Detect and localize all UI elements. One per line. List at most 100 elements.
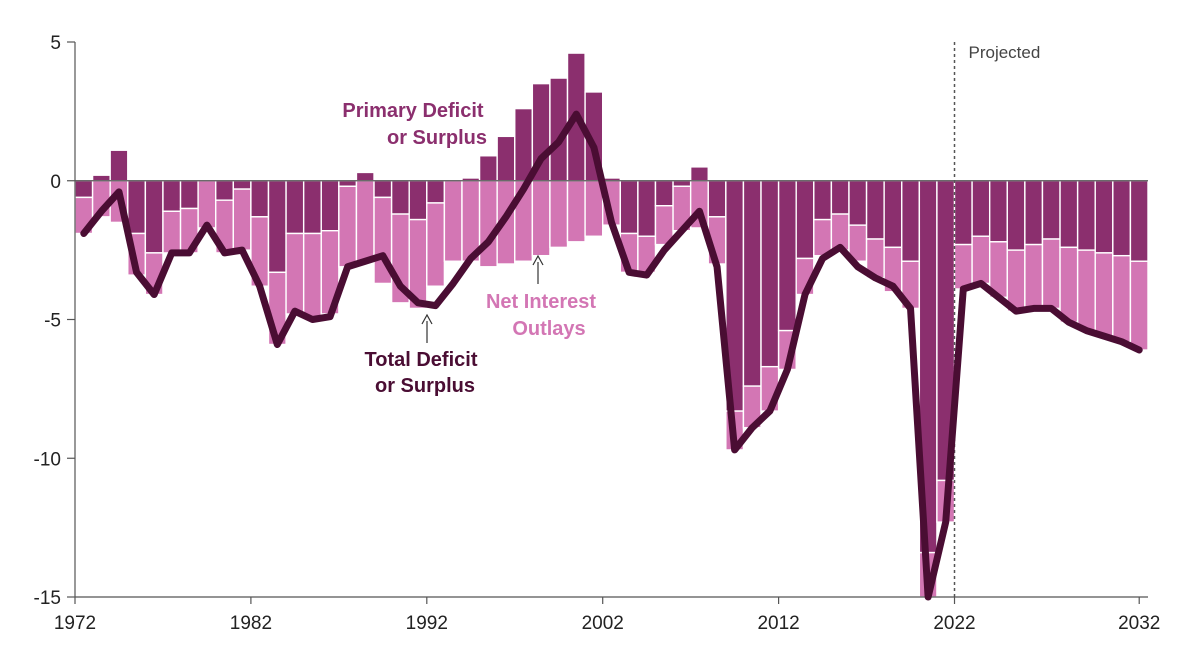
- bar-interest: [1041, 238, 1061, 310]
- x-tick-label: 2002: [582, 613, 624, 634]
- bar-interest: [1094, 252, 1114, 337]
- bar-interest: [285, 232, 305, 315]
- bar-primary: [514, 107, 534, 182]
- bar-primary: [953, 180, 973, 246]
- bar-interest: [162, 210, 182, 254]
- bar-primary: [373, 180, 393, 199]
- bar-primary: [813, 180, 833, 221]
- bar-primary: [91, 174, 111, 182]
- bar-interest: [355, 180, 375, 262]
- bar-primary: [179, 180, 199, 210]
- bar-interest: [197, 180, 217, 229]
- bar-primary: [285, 180, 305, 235]
- bar-primary: [1094, 180, 1114, 254]
- bar-primary: [267, 180, 287, 274]
- annotation-total: Total Deficit or Surplus: [365, 313, 478, 397]
- annotation-primary-line1: Primary Deficit: [342, 100, 484, 122]
- y-tick-label: 5: [50, 33, 61, 54]
- y-ticks: 5 0 -5 -10 -15: [34, 33, 75, 609]
- bar-primary: [1059, 180, 1079, 249]
- bar-primary: [302, 180, 322, 235]
- bar-primary: [707, 180, 727, 218]
- bar-primary: [390, 180, 410, 215]
- bar-primary: [478, 155, 498, 182]
- bar-primary: [127, 180, 147, 235]
- bar-primary: [162, 180, 182, 212]
- x-tick-label: 1982: [230, 613, 272, 634]
- bar-primary: [355, 171, 375, 182]
- y-tick-label: -10: [34, 449, 61, 470]
- bar-primary: [1041, 180, 1061, 240]
- bar-primary: [215, 180, 235, 201]
- bar-primary: [1112, 180, 1132, 257]
- bar-primary: [795, 180, 815, 260]
- bar-interest: [566, 180, 586, 243]
- y-tick-label: 0: [50, 172, 61, 193]
- bar-primary: [250, 180, 270, 218]
- bar-primary: [1006, 180, 1026, 251]
- bar-primary: [320, 180, 340, 232]
- bar-primary: [848, 180, 868, 226]
- bar-interest: [1059, 246, 1079, 323]
- bar-interest: [1112, 254, 1132, 343]
- bar-primary: [496, 135, 516, 182]
- bar-interest: [426, 202, 446, 287]
- bar-primary: [408, 180, 428, 221]
- bar-primary: [883, 180, 903, 249]
- bar-primary: [338, 180, 358, 188]
- bar-primary: [830, 180, 850, 215]
- bar-interest: [1024, 243, 1044, 310]
- bar-primary: [689, 166, 709, 182]
- bar-primary: [777, 180, 797, 332]
- annotation-primary-line2: or Surplus: [387, 127, 487, 149]
- x-tick-label: 2032: [1118, 613, 1160, 634]
- annotation-total-line1: Total Deficit: [365, 349, 478, 371]
- x-tick-label: 1972: [54, 613, 96, 634]
- bar-primary: [1129, 180, 1149, 262]
- annotation-total-line2: or Surplus: [375, 375, 475, 397]
- x-tick-label: 1992: [406, 613, 448, 634]
- bar-interest: [813, 218, 833, 257]
- bar-primary: [742, 180, 762, 387]
- bar-primary: [619, 180, 639, 235]
- bar-primary: [760, 180, 780, 368]
- bar-interest: [478, 180, 498, 268]
- bar-primary: [988, 180, 1008, 243]
- x-ticks: 1972 1982 1992 2002 2012 2022 2032: [54, 597, 1160, 634]
- bar-interest: [549, 180, 569, 249]
- total-deficit-line: [80, 110, 1143, 601]
- annotation-primary: Primary Deficit or Surplus: [342, 100, 487, 149]
- bar-primary: [672, 180, 692, 188]
- bar-interest: [338, 185, 358, 268]
- annotation-interest: Net Interest Outlays: [486, 254, 596, 340]
- bars-group: [74, 52, 1149, 598]
- y-tick-label: -15: [34, 588, 61, 609]
- bar-interest: [953, 243, 973, 290]
- bar-primary: [232, 180, 252, 190]
- annotation-interest-line2: Outlays: [512, 318, 585, 340]
- bar-primary: [901, 180, 921, 262]
- annotation-interest-line1: Net Interest: [486, 291, 596, 313]
- y-tick-label: -5: [44, 311, 61, 332]
- bar-interest: [232, 188, 252, 251]
- bar-primary: [109, 149, 129, 182]
- bar-primary: [865, 180, 885, 240]
- bar-primary: [426, 180, 446, 204]
- bar-primary: [144, 180, 164, 254]
- bar-interest: [531, 180, 551, 257]
- bar-primary: [637, 180, 657, 237]
- bar-interest: [971, 235, 991, 285]
- bar-primary: [654, 180, 674, 207]
- x-tick-label: 2012: [757, 613, 799, 634]
- bar-interest: [1076, 249, 1096, 332]
- bar-interest: [302, 232, 322, 318]
- bar-interest: [584, 180, 604, 237]
- bar-interest: [1129, 260, 1149, 351]
- projected-label: Projected: [969, 43, 1041, 62]
- bar-primary: [971, 180, 991, 237]
- x-tick-label: 2022: [933, 613, 975, 634]
- bar-interest: [443, 180, 463, 262]
- annotation-interest-arrowhead: [532, 254, 544, 266]
- bar-primary: [1024, 180, 1044, 246]
